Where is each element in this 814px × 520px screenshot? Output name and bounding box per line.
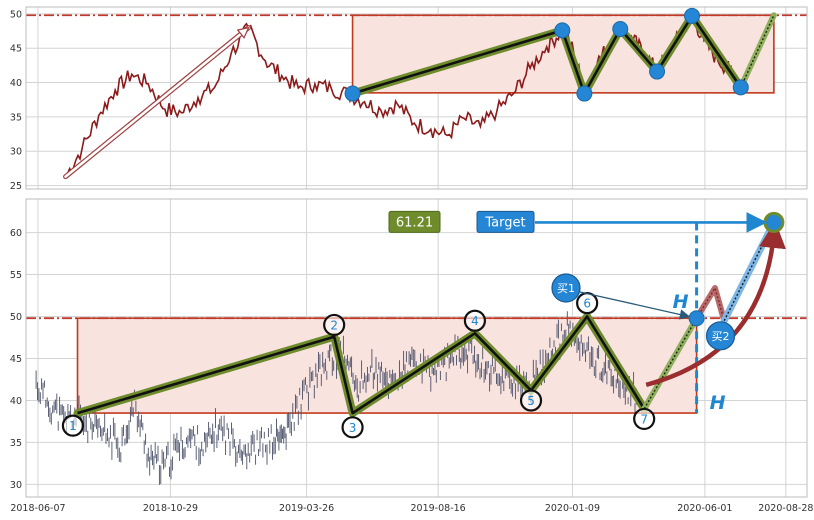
top-pivot-dot	[649, 63, 666, 80]
bottom-curved-arrow	[645, 220, 786, 388]
top-final-leg-dotted	[740, 14, 775, 88]
bottom-breakout-leg-dotted	[643, 317, 698, 410]
top-pivot-dot	[684, 7, 701, 24]
bottom-pivot-circle	[323, 313, 346, 337]
bottom-pivot-circle	[463, 309, 487, 332]
bottom-pivot-label: 1	[69, 419, 77, 433]
bottom-target-dot	[763, 211, 785, 233]
top-pivot-dot	[344, 85, 361, 102]
top-trend-arrow-head	[236, 26, 250, 39]
bottom-x-tick-label: 2019-08-16	[411, 503, 466, 514]
top-y-tick-label: 40	[10, 78, 22, 89]
bottom-pivot-label: 7	[640, 412, 648, 426]
top-pivot-dot	[576, 85, 593, 102]
bottom-pivot-label: 2	[330, 318, 338, 332]
bottom-pivot-label: 3	[349, 421, 357, 435]
bottom-value-label: 61.21	[396, 215, 433, 230]
bottom-x-tick-label: 2018-10-29	[143, 503, 198, 514]
bottom-buy-label: 买2	[712, 330, 730, 343]
top-pivot-dot	[612, 20, 629, 37]
bottom-x-tick-label: 2020-06-01	[677, 503, 732, 514]
bottom-plot-frame	[25, 198, 808, 498]
bottom-x-tick-label: 2020-01-09	[545, 503, 600, 514]
bottom-x-tick-label: 2018-06-07	[10, 503, 65, 514]
bottom-pivot-circle	[633, 407, 656, 431]
top-y-tick-label: 30	[10, 147, 22, 158]
bottom-y-tick-label: 45	[10, 354, 22, 365]
bottom-x-tick-label: 2019-03-26	[279, 503, 334, 514]
top-y-tick-label: 45	[10, 44, 22, 55]
top-trend-arrow-fill	[64, 26, 250, 178]
bottom-buy-label: 买1	[557, 282, 575, 295]
bottom-breakout-dot	[688, 310, 705, 327]
bottom-pivot-circle	[61, 414, 85, 437]
bottom-buy-marker	[705, 321, 736, 351]
bottom-height-label-upper: H	[673, 291, 689, 313]
bottom-pivot-circle	[341, 416, 364, 439]
top-y-tick-label: 50	[10, 9, 22, 20]
bottom-y-tick-label: 40	[10, 396, 22, 407]
bottom-height-label-lower: H	[710, 392, 726, 414]
bottom-buy1-arrow	[579, 291, 691, 320]
bottom-y-tick-label: 60	[10, 228, 22, 239]
bottom-pivot-label: 6	[583, 297, 591, 311]
bottom-target-label-box	[476, 210, 535, 233]
top-y-tick-label: 35	[10, 112, 22, 123]
bottom-y-tick-label: 55	[10, 270, 22, 281]
bottom-value-label-box	[388, 210, 441, 233]
top-y-tick-label: 25	[10, 181, 22, 192]
bottom-rectangle-box	[76, 317, 698, 414]
bottom-y-tick-label: 50	[10, 312, 22, 323]
top-plot-frame	[25, 6, 808, 190]
bottom-zigzag-line	[77, 315, 646, 415]
bottom-target-label: Target	[484, 215, 525, 230]
top-chart-panel: 25 30 35 40 45 50	[10, 6, 808, 192]
bottom-pivot-label: 5	[527, 394, 535, 408]
bottom-pivot-circle	[519, 389, 543, 412]
bottom-buy-marker	[551, 273, 581, 303]
bottom-pullback-highlight	[694, 285, 728, 322]
bottom-x-tick-label: 2020-08-28	[758, 503, 813, 514]
bottom-pivot-label: 4	[471, 314, 479, 328]
bottom-y-tick-label: 35	[10, 438, 22, 449]
top-pivot-dot	[732, 79, 749, 96]
bottom-y-tick-label: 30	[10, 480, 22, 491]
top-pivot-dot	[554, 22, 571, 39]
